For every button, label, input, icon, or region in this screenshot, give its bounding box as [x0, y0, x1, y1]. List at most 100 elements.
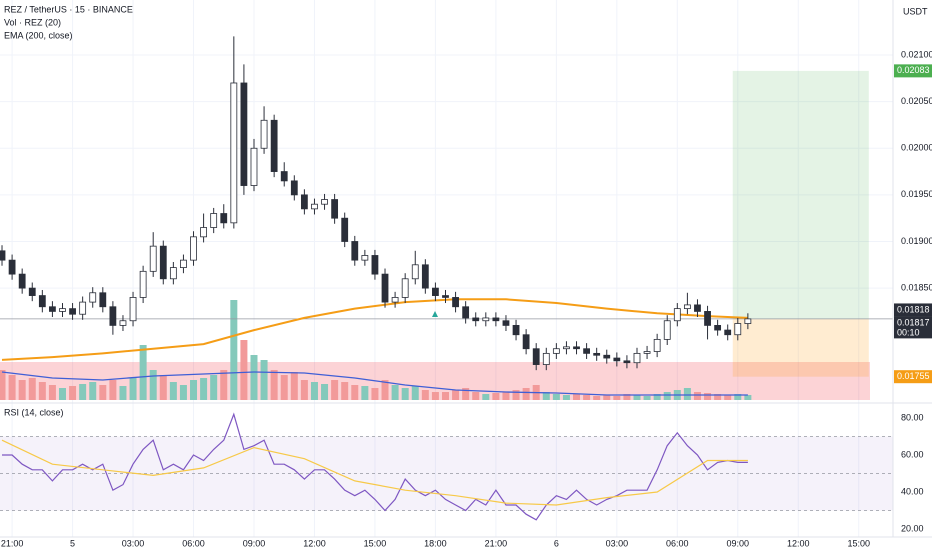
candle-body: [522, 334, 530, 350]
volume-bar: [603, 395, 611, 400]
rsi-tick-label: 40.00: [901, 486, 924, 496]
volume-bar: [351, 385, 359, 400]
volume-bar: [280, 375, 288, 400]
stop-price-tag: 0.01755: [897, 371, 930, 381]
candle-body: [532, 348, 540, 365]
candle-body: [734, 323, 742, 336]
candle-body: [250, 147, 258, 186]
candle-body: [462, 306, 470, 319]
volume-bar: [89, 382, 97, 400]
volume-bar: [683, 388, 691, 400]
volume-bar: [623, 394, 631, 400]
x-tick-label: 06:00: [666, 538, 689, 548]
candle-body: [744, 318, 752, 324]
candle-body: [220, 213, 228, 224]
target-zone: [732, 70, 869, 319]
x-tick-label: 15:00: [847, 538, 870, 548]
candle-body: [442, 295, 449, 298]
volume-bar: [48, 385, 56, 400]
candle-body: [300, 194, 308, 210]
volume-bar: [8, 375, 16, 400]
candle-body: [180, 259, 187, 268]
x-tick-label: 5: [70, 538, 75, 548]
chart-title: REZ / TetherUS · 15 · BINANCE: [4, 4, 133, 14]
candle-body: [653, 338, 661, 352]
volume-bar: [401, 388, 409, 400]
candle-body: [28, 287, 36, 296]
ema-price-tag-bg: [894, 303, 932, 317]
candle-body: [492, 317, 500, 322]
volume-bar: [200, 378, 208, 400]
candle-body: [351, 241, 359, 261]
volume-bar: [290, 372, 298, 400]
candle-body: [109, 306, 117, 326]
volume-bar: [492, 393, 500, 400]
volume-bar: [573, 394, 581, 400]
volume-bar: [633, 395, 641, 400]
candle-body: [159, 245, 167, 280]
candle-body: [472, 317, 480, 322]
volume-bar: [643, 396, 651, 400]
candle-body: [341, 217, 349, 242]
x-tick-label: 15:00: [364, 538, 387, 548]
volume-bar: [522, 388, 530, 400]
x-tick-label: 6: [554, 538, 559, 548]
x-tick-label: 12:00: [787, 538, 810, 548]
volume-bar: [18, 380, 26, 400]
x-tick-label: 12:00: [303, 538, 326, 548]
volume-bar: [149, 370, 157, 400]
volume-bar: [441, 392, 449, 400]
axes: 21:00 5 03:00 06:00 09:00 12:00 15:00 18:00 21:0…: [1, 49, 932, 548]
target-price-tag-bg: [894, 64, 932, 78]
candle-body: [512, 325, 520, 336]
x-tick-label: 21:00: [1, 538, 24, 548]
volume-bar: [734, 394, 742, 400]
candle-body: [593, 352, 601, 356]
volume-bar: [99, 385, 107, 400]
volume-bar: [250, 355, 258, 400]
candle-body: [240, 82, 248, 186]
candle-body: [683, 304, 691, 310]
volume-bar: [331, 380, 339, 400]
ema-legend: EMA (200, close): [4, 30, 73, 40]
candle-body: [38, 295, 46, 308]
y-tick-label: 0.01850: [901, 282, 932, 292]
candle-body: [270, 119, 278, 172]
volume-bar: [411, 386, 419, 400]
candle-body: [542, 352, 550, 365]
candle-body: [361, 255, 369, 261]
volume-bar: [341, 382, 349, 400]
candle-body: [411, 264, 419, 280]
candle-body: [311, 203, 318, 210]
candle-body: [623, 360, 631, 364]
x-tick-label: 09:00: [243, 538, 266, 548]
volume-bar: [69, 386, 77, 400]
candle-body: [139, 270, 147, 298]
volume-bar: [542, 392, 550, 400]
volume-bar: [714, 394, 722, 400]
candle-body: [0, 250, 6, 261]
target-price-tag: 0.02083: [897, 65, 930, 75]
candle-body: [99, 292, 107, 308]
candle-body: [502, 320, 510, 326]
rsi-tick-label: 20.00: [901, 523, 924, 533]
candle-body: [663, 320, 671, 340]
volume-bar: [502, 392, 510, 400]
candle-body: [280, 171, 288, 182]
rsi-ma-line: [1, 439, 748, 506]
volume-bar: [159, 375, 167, 400]
last-price-tag-bg: [894, 316, 932, 339]
candle-body: [432, 287, 439, 296]
candle-body: [169, 267, 177, 280]
volume-bar: [663, 392, 671, 400]
volume-bar: [744, 395, 752, 400]
volume-bar: [512, 390, 520, 400]
x-tick-label: 18:00: [424, 538, 447, 548]
volume-bar: [300, 380, 308, 400]
candle-body: [290, 180, 298, 196]
volume-bar: [139, 345, 147, 400]
candle-body: [331, 199, 339, 219]
volume-bar: [482, 394, 490, 400]
x-tick-label: 03:00: [122, 538, 145, 548]
plot: [0, 36, 893, 521]
